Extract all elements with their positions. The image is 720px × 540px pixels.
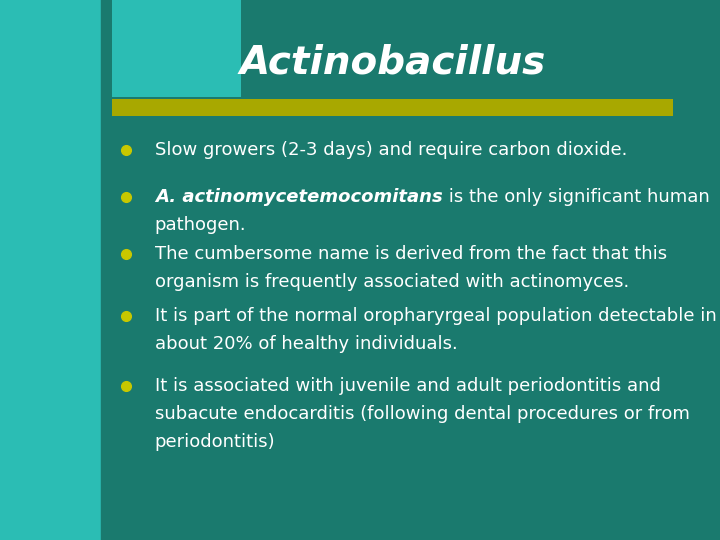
Text: It is part of the normal oropharyrgeal population detectable in: It is part of the normal oropharyrgeal p… xyxy=(155,307,716,325)
Bar xyxy=(112,0,241,97)
Bar xyxy=(112,99,673,116)
Text: subacute endocarditis (following dental procedures or from: subacute endocarditis (following dental … xyxy=(155,405,690,423)
Text: Actinobacillus: Actinobacillus xyxy=(239,43,546,81)
Text: It is associated with juvenile and adult periodontitis and: It is associated with juvenile and adult… xyxy=(155,377,661,395)
Text: The cumbersome name is derived from the fact that this: The cumbersome name is derived from the … xyxy=(155,245,667,263)
Text: Slow growers (2-3 days) and require carbon dioxide.: Slow growers (2-3 days) and require carb… xyxy=(155,141,627,159)
Text: is the only significant human: is the only significant human xyxy=(443,188,709,206)
FancyBboxPatch shape xyxy=(101,0,720,540)
Text: A. actinomycetemocomitans: A. actinomycetemocomitans xyxy=(155,188,443,206)
Text: periodontitis): periodontitis) xyxy=(155,433,276,451)
Text: about 20% of healthy individuals.: about 20% of healthy individuals. xyxy=(155,335,457,353)
Text: pathogen.: pathogen. xyxy=(155,216,246,234)
Text: organism is frequently associated with actinomyces.: organism is frequently associated with a… xyxy=(155,273,629,291)
